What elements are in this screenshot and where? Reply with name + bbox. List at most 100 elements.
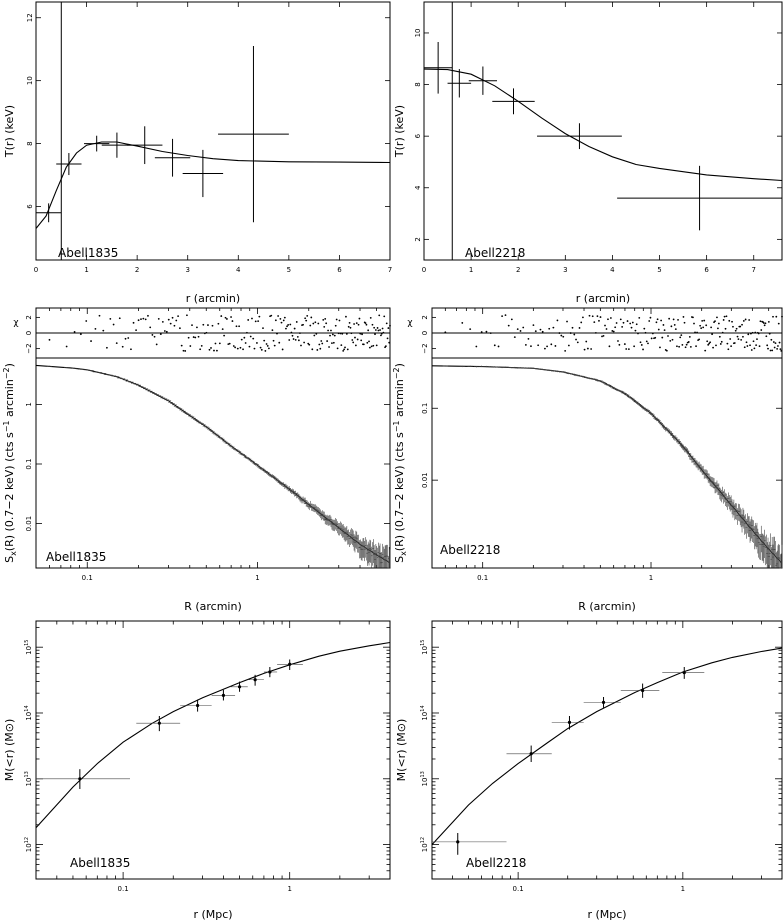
residual-point <box>339 332 342 335</box>
residual-point <box>362 343 365 346</box>
residual-point <box>253 347 256 350</box>
residual-point <box>189 345 192 347</box>
x-axis-label: r (Mpc) <box>193 908 232 921</box>
x-tick-label: 1 <box>649 574 653 582</box>
residual-point <box>773 346 776 349</box>
residual-point <box>706 340 709 343</box>
residual-point <box>582 316 584 319</box>
residual-point <box>756 338 758 341</box>
residual-point <box>121 345 124 348</box>
residual-point <box>320 340 323 342</box>
residual-point <box>732 325 734 328</box>
residual-point <box>556 319 559 322</box>
residual-point <box>609 317 612 319</box>
x-tick-label: 7 <box>752 266 756 274</box>
residual-point <box>366 341 369 344</box>
residual-point <box>544 347 546 350</box>
residual-point <box>742 320 745 322</box>
residual-point <box>340 344 343 347</box>
plot-frame <box>35 357 391 569</box>
residual-point <box>153 335 156 338</box>
residual-point <box>743 346 746 349</box>
residual-point <box>224 316 227 319</box>
residual-point <box>329 334 331 337</box>
residual-point <box>285 327 287 330</box>
residual-point <box>205 331 208 334</box>
residual-point <box>507 324 510 327</box>
residual-point <box>594 331 597 334</box>
residual-point <box>283 316 286 319</box>
residual-point <box>591 315 594 318</box>
residual-point <box>742 335 744 338</box>
residual-point <box>480 331 483 333</box>
residual-point <box>287 324 290 326</box>
data-point <box>221 693 226 698</box>
residual-point <box>311 348 314 351</box>
surface-brightness-panel-abell2218: 0.1 1 0.1 0.01 2 0 −2 Abell2218 R (arcmin) χ S… <box>392 307 783 613</box>
x-tick-label: 6 <box>704 266 709 274</box>
residual-point <box>497 345 500 348</box>
residual-point <box>368 340 370 343</box>
x-tick-label: 2 <box>516 266 520 274</box>
data-point <box>253 678 257 682</box>
residual-point <box>548 327 551 330</box>
plot-frame <box>35 620 391 880</box>
residual-point <box>711 333 714 336</box>
residual-point <box>226 318 228 320</box>
residual-point <box>607 318 609 321</box>
residual-point <box>322 318 325 321</box>
residual-point <box>310 316 313 319</box>
residual-point <box>650 337 653 340</box>
residual-point <box>590 348 593 350</box>
residual-point <box>324 317 327 320</box>
y-axis-label: T(r) (keV) <box>3 105 16 158</box>
residual-point <box>342 349 345 352</box>
residual-point <box>346 348 349 351</box>
residual-point <box>725 315 728 318</box>
residual-point <box>194 336 197 339</box>
residual-point <box>747 333 750 336</box>
residual-point <box>734 329 737 332</box>
residual-point <box>698 338 701 341</box>
residual-point <box>648 320 651 322</box>
residual-point <box>777 322 780 325</box>
residual-point <box>539 328 542 331</box>
residual-point <box>781 315 783 318</box>
residual-point <box>303 341 306 344</box>
residual-point <box>157 317 160 320</box>
residual-point <box>165 330 168 333</box>
residual-point <box>696 331 698 334</box>
residual-point <box>654 336 657 339</box>
residual-point <box>585 340 588 343</box>
residual-point <box>318 343 321 346</box>
model-curve <box>431 365 783 564</box>
model-curve <box>35 141 391 229</box>
residual-point <box>665 349 668 352</box>
residual-point <box>583 348 586 351</box>
residual-point <box>692 316 694 319</box>
residual-point <box>321 342 324 345</box>
residual-point <box>109 317 112 320</box>
residual-point <box>475 345 478 348</box>
residual-point <box>627 348 630 351</box>
cluster-label: Abell2218 <box>440 543 500 557</box>
residual-point <box>338 319 341 322</box>
residual-point <box>383 315 386 318</box>
residual-point <box>674 328 677 331</box>
residual-point <box>737 338 740 341</box>
residual-point <box>764 322 767 325</box>
residual-point <box>328 346 330 348</box>
residual-point <box>699 324 702 327</box>
residual-point <box>625 348 628 350</box>
residual-point <box>187 336 190 339</box>
x-tick-label: 0.1 <box>118 885 129 893</box>
residual-point <box>777 345 779 347</box>
residual-point <box>179 327 181 330</box>
residual-point <box>132 321 135 324</box>
residual-point <box>341 332 344 335</box>
residual-point <box>677 318 679 321</box>
residual-point <box>135 329 137 332</box>
residual-point <box>562 335 565 338</box>
